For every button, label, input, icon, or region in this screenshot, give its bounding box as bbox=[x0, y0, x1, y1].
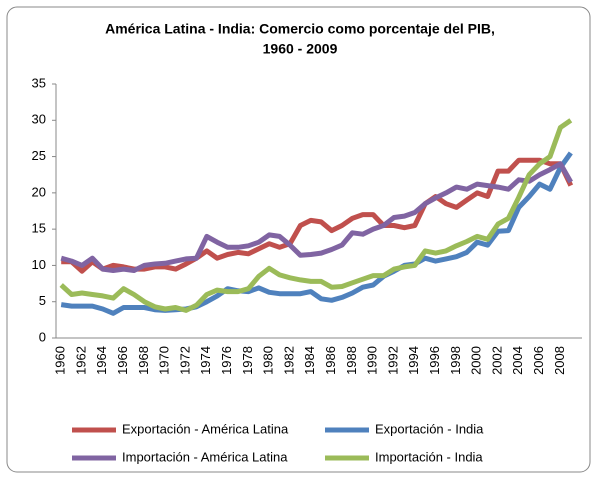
y-tick-label: 35 bbox=[32, 75, 46, 90]
legend-label: Importación - América Latina bbox=[122, 449, 288, 464]
x-tick-label: 2004 bbox=[510, 346, 525, 375]
x-tick-label: 2008 bbox=[552, 346, 567, 375]
chart-frame bbox=[6, 6, 591, 473]
y-tick-label: 20 bbox=[32, 184, 46, 199]
x-tick-label: 1974 bbox=[198, 346, 213, 375]
x-tick-label: 1988 bbox=[344, 346, 359, 375]
x-tick-label: 1980 bbox=[261, 346, 276, 375]
x-tick-label: 1962 bbox=[73, 346, 88, 375]
y-tick-label: 0 bbox=[39, 329, 46, 344]
x-tick-label: 1960 bbox=[53, 346, 68, 375]
y-tick-label: 15 bbox=[32, 221, 46, 236]
y-tick-label: 30 bbox=[32, 112, 46, 127]
x-tick-label: 1992 bbox=[385, 346, 400, 375]
series-line bbox=[60, 151, 573, 316]
series-line bbox=[59, 118, 573, 313]
chart-title: América Latina - India: Comercio como po… bbox=[105, 21, 495, 37]
x-tick-label: 1978 bbox=[240, 346, 255, 375]
x-tick-label: 2006 bbox=[531, 346, 546, 375]
x-tick-label: 1982 bbox=[281, 346, 296, 375]
series-line bbox=[61, 157, 574, 274]
x-tick-label: 1972 bbox=[177, 346, 192, 375]
x-tick-label: 1968 bbox=[136, 346, 151, 375]
series-line bbox=[60, 161, 573, 273]
legend-label: Exportación - India bbox=[375, 421, 484, 436]
legend-label: Importación - India bbox=[375, 449, 483, 464]
chart-title: 1960 - 2009 bbox=[263, 41, 338, 57]
x-tick-label: 2000 bbox=[469, 346, 484, 375]
y-tick-label: 5 bbox=[39, 293, 46, 308]
x-tick-label: 1970 bbox=[157, 346, 172, 375]
legend-label: Exportación - América Latina bbox=[122, 421, 289, 436]
x-tick-label: 1998 bbox=[448, 346, 463, 375]
x-tick-label: 1996 bbox=[427, 346, 442, 375]
x-tick-label: 1984 bbox=[302, 346, 317, 375]
y-tick-label: 25 bbox=[32, 148, 46, 163]
x-tick-label: 2002 bbox=[489, 346, 504, 375]
x-tick-label: 1990 bbox=[365, 346, 380, 375]
x-tick-label: 1976 bbox=[219, 346, 234, 375]
y-tick-label: 10 bbox=[32, 257, 46, 272]
x-tick-label: 1986 bbox=[323, 346, 338, 375]
x-tick-label: 1994 bbox=[406, 346, 421, 375]
x-tick-label: 1964 bbox=[94, 346, 109, 375]
x-tick-label: 1966 bbox=[115, 346, 130, 375]
